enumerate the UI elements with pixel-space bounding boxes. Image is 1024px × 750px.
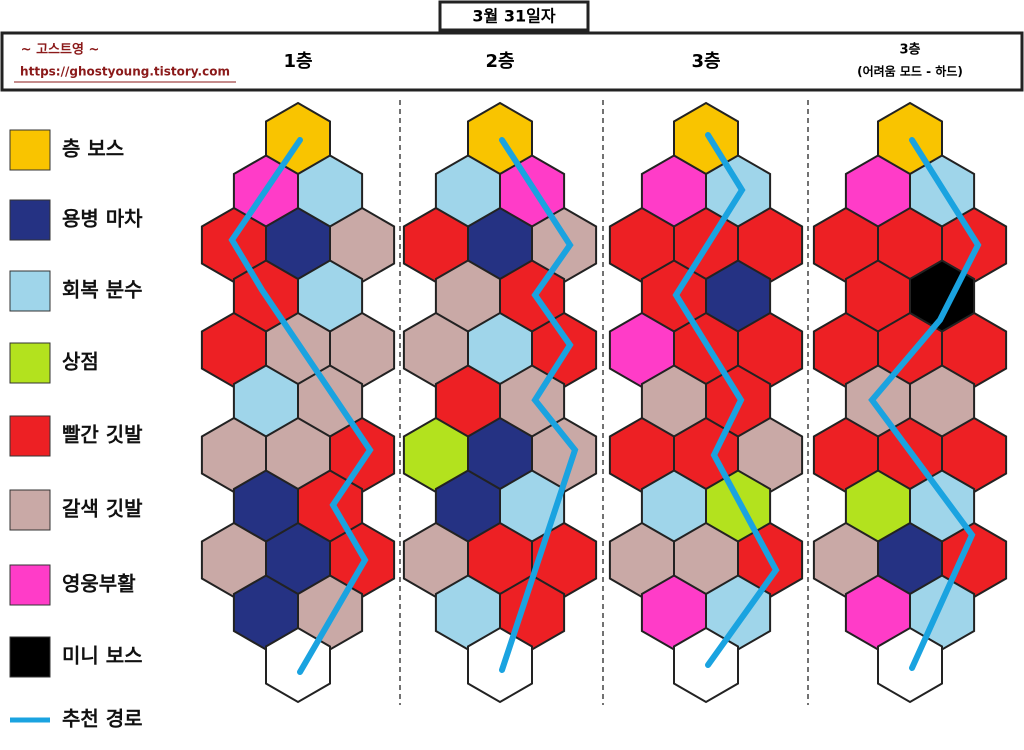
floor-sublabel: (어려움 모드 - 하드)	[857, 64, 963, 79]
header-bar	[0, 31, 1024, 92]
route	[499, 137, 579, 673]
hex-cell	[467, 626, 533, 704]
legend-swatch	[9, 415, 51, 457]
route	[672, 132, 780, 668]
legend-label: 용병 마차	[62, 207, 143, 231]
legend-label: 층 보스	[62, 137, 124, 161]
legend-swatch	[9, 129, 51, 171]
floor-label: 3층	[691, 51, 720, 72]
hex-grid	[200, 101, 396, 704]
hex-grid	[402, 101, 598, 704]
route	[228, 137, 374, 675]
floor-label: 1층	[283, 51, 312, 72]
legend-swatch	[9, 564, 51, 606]
floor-label: 2층	[485, 51, 514, 72]
legend-label: 상점	[62, 350, 99, 374]
legend-label: 회복 분수	[62, 278, 143, 302]
title-box	[438, 0, 590, 32]
legend-label: 영웅부활	[62, 572, 136, 596]
legend-swatch	[9, 636, 51, 678]
separators	[399, 100, 809, 705]
hex-grid	[608, 101, 804, 704]
legend-swatch	[9, 199, 51, 241]
legend-label: 빨간 깃발	[62, 423, 143, 447]
hex-cell	[877, 626, 943, 704]
title: 3월 31일자	[472, 7, 555, 26]
blog-name: ~ 고스트영 ~	[21, 43, 100, 58]
legend-label: 갈색 깃발	[62, 497, 143, 521]
route	[868, 137, 982, 671]
legend-label: 미니 보스	[62, 644, 143, 668]
legend-swatch	[9, 270, 51, 312]
legend-label: 추천 경로	[62, 707, 143, 731]
legend-swatch	[9, 489, 51, 531]
legend-swatch	[9, 342, 51, 384]
hex-grid	[812, 101, 1008, 704]
floor-label: 3층	[899, 42, 920, 58]
blog-url: https://ghostyoung.tistory.com	[20, 65, 230, 79]
